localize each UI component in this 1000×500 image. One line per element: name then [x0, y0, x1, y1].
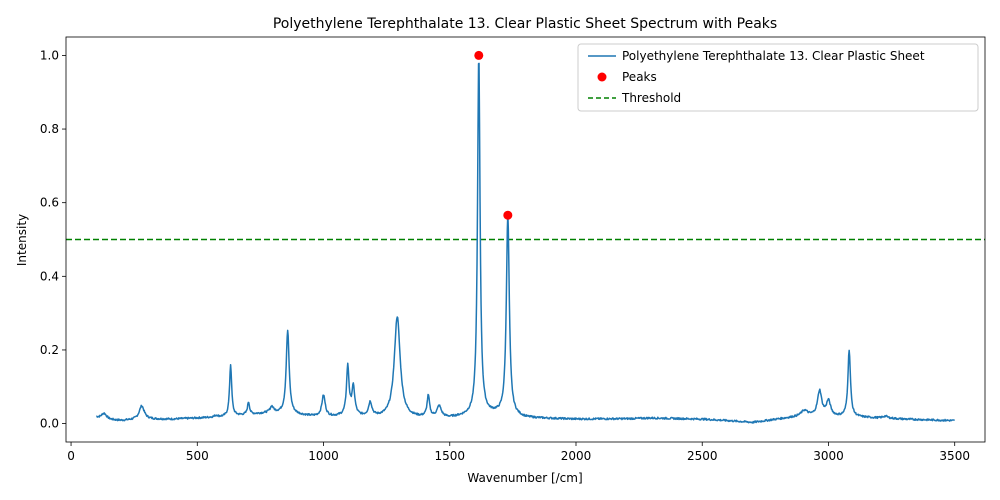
- x-tick-label: 0: [67, 449, 75, 463]
- legend-label-spectrum: Polyethylene Terephthalate 13. Clear Pla…: [622, 49, 925, 63]
- legend: Polyethylene Terephthalate 13. Clear Pla…: [577, 43, 979, 112]
- peaks-layer: [474, 50, 513, 220]
- y-axis-label: Intensity: [15, 214, 29, 266]
- peak-marker: [474, 50, 484, 60]
- spectrum-line: [96, 62, 955, 424]
- line-layer: [96, 62, 955, 424]
- peak-marker: [503, 210, 513, 220]
- y-tick-label: 1.0: [40, 48, 59, 62]
- x-tick-label: 1500: [434, 449, 465, 463]
- legend-label-threshold: Threshold: [621, 91, 681, 105]
- x-axis-label: Wavenumber [/cm]: [467, 471, 582, 485]
- chart-title: Polyethylene Terephthalate 13. Clear Pla…: [273, 16, 777, 32]
- x-tick-label: 500: [186, 449, 209, 463]
- legend-peaks-swatch: [597, 72, 607, 82]
- y-tick-label: 0.2: [40, 343, 59, 357]
- legend-label-peaks: Peaks: [622, 70, 657, 84]
- y-tick-label: 0.0: [40, 417, 59, 431]
- y-tick-label: 0.6: [40, 196, 59, 210]
- x-tick-label: 1000: [308, 449, 339, 463]
- plot-frame: [65, 36, 986, 443]
- y-tick-label: 0.8: [40, 122, 59, 136]
- y-axis-ticks: 0.0 0.2 0.4 0.6 0.8 1.0: [40, 48, 66, 431]
- x-axis-ticks: 0 500 1000 1500 2000 2500 3000 3500: [67, 442, 970, 463]
- legend-box: [577, 43, 979, 112]
- x-tick-label: 2500: [687, 449, 718, 463]
- y-tick-label: 0.4: [40, 269, 59, 283]
- x-tick-label: 2000: [561, 449, 592, 463]
- x-tick-label: 3500: [939, 449, 970, 463]
- x-tick-label: 3000: [813, 449, 844, 463]
- plot-area: [66, 50, 985, 424]
